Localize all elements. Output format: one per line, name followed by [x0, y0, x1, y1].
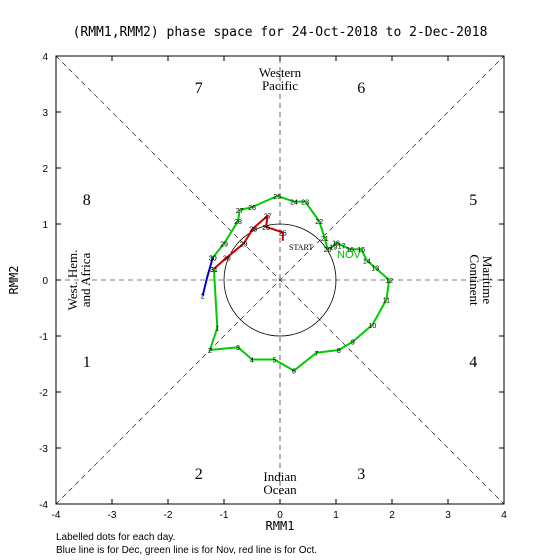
phase-number: 4 [469, 354, 477, 371]
phase-number: 7 [195, 80, 203, 97]
day-label: 26 [248, 205, 256, 212]
day-label: 24 [290, 200, 298, 207]
day-label: 19 [329, 244, 337, 251]
unit-circle [223, 223, 337, 337]
region-bottom-line1: Indian [263, 469, 297, 484]
day-label: 3 [236, 345, 240, 352]
day-label: 12 [385, 278, 393, 285]
footnote-1: Labelled dots for each day. [56, 532, 175, 543]
day-label: 10 [369, 323, 377, 330]
day-label: 31 [210, 267, 218, 274]
day-label: 2 [201, 294, 205, 301]
month-marker: NOV [337, 249, 362, 261]
x-tick-label: -3 [108, 510, 117, 521]
series-lines [201, 195, 391, 372]
y-tick-label: 1 [42, 220, 48, 231]
day-label: 30 [209, 256, 217, 263]
day-label: 28 [234, 219, 242, 226]
region-left-line1: West. Hem. [65, 250, 80, 311]
day-label: 28 [249, 226, 257, 233]
phase-number: 2 [195, 466, 203, 483]
day-label: 22 [315, 219, 323, 226]
day-label: 18 [332, 240, 340, 247]
day-label: 27 [264, 214, 272, 221]
phase-number: 8 [83, 192, 91, 209]
region-bottom-line2: Ocean [263, 482, 297, 497]
chart-title: (RMM1,RMM2) phase space for 24-Oct-2018 … [73, 25, 488, 40]
series-line-nov [209, 195, 391, 372]
start-label: START [289, 243, 313, 252]
y-tick-label: 2 [42, 164, 48, 175]
series-line-oct [213, 214, 284, 270]
x-tick-label: -1 [220, 510, 229, 521]
footnote-2: Blue line is for Dec, green line is for … [56, 545, 317, 556]
day-label: 20 [324, 247, 332, 254]
region-right-line1: Maritime [480, 256, 495, 305]
day-label: 6 [292, 369, 296, 376]
x-axis-label: RMM1 [266, 519, 295, 533]
region-top-line2: Pacific [262, 78, 298, 93]
day-label: 26 [262, 225, 270, 232]
day-label: 1 [215, 326, 219, 333]
day-label: 7 [314, 351, 318, 358]
y-tick-label: -3 [39, 444, 48, 455]
y-axis-label: RMM2 [7, 266, 21, 295]
y-tick-label: -4 [39, 500, 48, 511]
x-tick-label: 1 [333, 510, 339, 521]
region-top-line1: Western [259, 65, 302, 80]
day-label: 8 [337, 348, 341, 355]
day-label: 2 [208, 348, 212, 355]
day-label: 31 [210, 267, 218, 274]
day-label: 30 [223, 256, 231, 263]
phase-guides [55, 55, 505, 505]
region-left-line2: and Africa [78, 253, 93, 308]
day-label: 16 [346, 247, 354, 254]
x-tick-label: 3 [445, 510, 451, 521]
y-tick-label: 3 [42, 108, 48, 119]
day-label: 4 [250, 358, 254, 365]
guide-diagonal-2 [55, 55, 505, 505]
x-tick-label: -4 [52, 510, 61, 521]
region-right-line2: Continent [467, 254, 482, 306]
day-label: 14 [363, 258, 371, 265]
day-label: 17 [338, 243, 346, 250]
phase-number: 1 [83, 354, 91, 371]
x-tick-label: -2 [164, 510, 173, 521]
day-label: 15 [357, 247, 365, 254]
phase-number: 3 [357, 466, 365, 483]
day-label: 5 [272, 358, 276, 365]
day-label: 27 [236, 208, 244, 215]
series-line-dec [201, 257, 214, 296]
day-label: 29 [240, 242, 248, 249]
day-label: 23 [301, 200, 309, 207]
y-tick-label: 4 [42, 52, 48, 63]
y-tick-label: -1 [39, 332, 48, 343]
day-label: 13 [371, 266, 379, 273]
day-label: 29 [220, 242, 228, 249]
y-tick-label: -2 [39, 388, 48, 399]
day-label: 11 [383, 298, 390, 305]
phase-number: 6 [357, 80, 365, 97]
phase-number: 5 [469, 192, 477, 209]
day-label: 30 [209, 256, 217, 263]
day-label: 9 [351, 340, 355, 347]
day-label: 25 [279, 230, 287, 237]
x-tick-label: 4 [501, 510, 507, 521]
day-label: 21 [321, 236, 329, 243]
y-tick-label: 0 [42, 276, 48, 287]
x-tick-label: 0 [277, 510, 283, 521]
day-label: 25 [273, 194, 281, 201]
x-tick-label: 2 [389, 510, 395, 521]
